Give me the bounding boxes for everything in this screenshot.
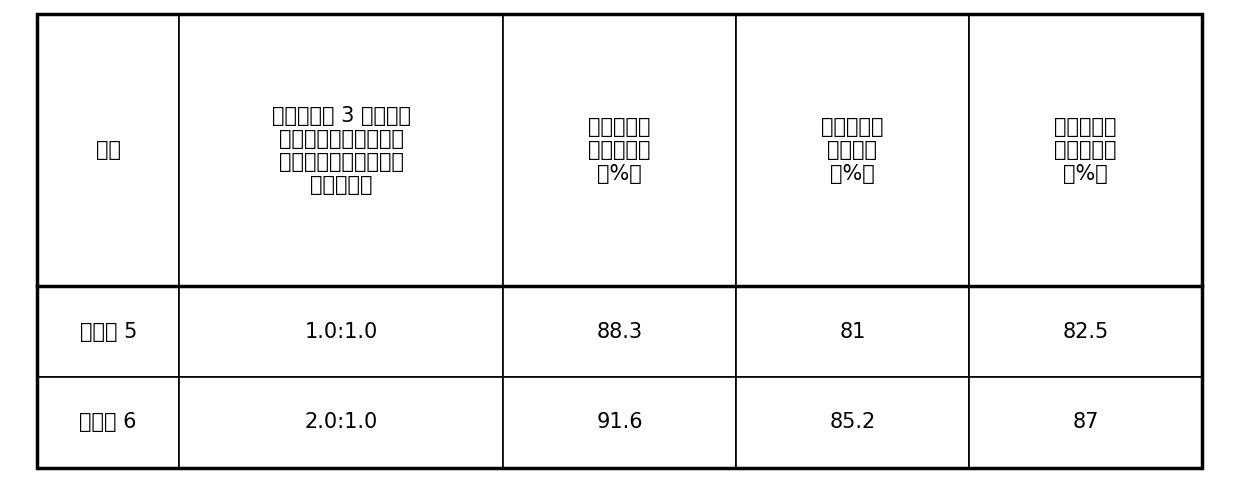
Text: 对二甲苯气
体的去除率
（%）: 对二甲苯气 体的去除率 （%）	[589, 117, 650, 184]
Text: 87: 87	[1072, 412, 1099, 432]
Text: 序号: 序号	[95, 140, 120, 161]
Text: 88.3: 88.3	[596, 321, 643, 342]
Bar	[37, 286, 180, 377]
Bar	[37, 14, 180, 286]
Bar	[736, 286, 969, 377]
Bar	[503, 14, 736, 286]
Bar	[180, 377, 503, 468]
Bar	[180, 286, 503, 377]
Text: 对苯乙烯气
体的去除率
（%）: 对苯乙烯气 体的去除率 （%）	[1054, 117, 1116, 184]
Text: 81: 81	[839, 321, 866, 342]
Text: 对甲醉气体
的去除率
（%）: 对甲醉气体 的去除率 （%）	[821, 117, 883, 184]
Bar	[503, 377, 736, 468]
Bar	[969, 286, 1202, 377]
Text: 1.0:1.0: 1.0:1.0	[305, 321, 378, 342]
Bar	[503, 286, 736, 377]
Text: 实施例 6: 实施例 6	[79, 412, 138, 432]
Bar	[736, 377, 969, 468]
Bar	[37, 377, 180, 468]
Text: 多孔载体板 3 孔中光催
化剂负载的二氧化针和
助催化剂负载的二氧化
锰的重量比: 多孔载体板 3 孔中光催 化剂负载的二氧化针和 助催化剂负载的二氧化 锰的重量比	[271, 106, 410, 195]
Bar	[736, 14, 969, 286]
Text: 2.0:1.0: 2.0:1.0	[305, 412, 378, 432]
Text: 91.6: 91.6	[596, 412, 643, 432]
Text: 实施例 5: 实施例 5	[79, 321, 136, 342]
Bar	[180, 14, 503, 286]
Bar	[969, 377, 1202, 468]
Bar	[969, 14, 1202, 286]
Text: 85.2: 85.2	[829, 412, 876, 432]
Text: 82.5: 82.5	[1062, 321, 1109, 342]
